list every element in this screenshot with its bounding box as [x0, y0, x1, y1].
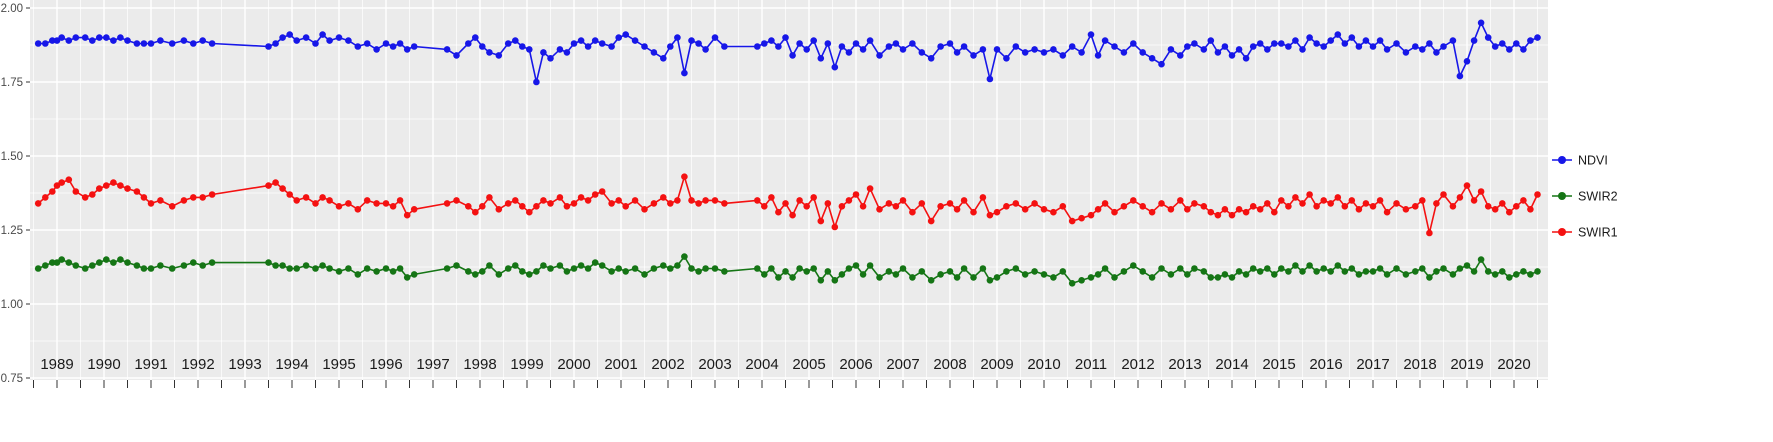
x-tick-label: 2002 [651, 356, 684, 373]
legend-item-swir1: SWIR1 [1552, 226, 1618, 240]
y-axis-labels: 2.00 1.75 1.50 1.25 1.00 0.75 [1, 3, 23, 385]
x-tick-label: 2014 [1215, 356, 1248, 373]
legend-item-ndvi: NDVI [1552, 154, 1608, 168]
x-tick-label: 2016 [1309, 356, 1342, 373]
x-axis-labels: 1989 1990 1991 1992 1993 1994 1995 1996 1997 1998… [40, 356, 1530, 373]
legend-label: NDVI [1578, 154, 1608, 168]
legend-key-dot-icon [1558, 228, 1566, 236]
x-tick-label: 2018 [1403, 356, 1436, 373]
y-tick-label: 1.50 [1, 151, 23, 163]
plot-panel [30, 0, 1548, 380]
y-tick-label: 0.75 [1, 373, 23, 385]
legend-label: SWIR2 [1578, 190, 1618, 204]
y-tick-label: 2.00 [1, 3, 23, 15]
x-tick-label: 1996 [369, 356, 402, 373]
y-tick-label: 1.00 [1, 299, 23, 311]
x-tick-label: 2012 [1121, 356, 1154, 373]
x-tick-label: 2020 [1497, 356, 1530, 373]
series-ndvi [34, 19, 1541, 86]
x-tick-label: 1989 [40, 356, 73, 373]
x-tick-label: 1990 [87, 356, 120, 373]
x-tick-label: 2011 [1075, 356, 1107, 373]
x-tick-label: 2003 [698, 356, 731, 373]
x-tick-label: 1999 [510, 356, 543, 373]
x-tick-label: 2008 [933, 356, 966, 373]
x-tick-label: 2004 [745, 356, 778, 373]
series-swir1 [34, 173, 1541, 237]
x-tick-label: 2010 [1027, 356, 1060, 373]
axis-ticks [26, 7, 1538, 388]
x-tick-label: 2000 [557, 356, 590, 373]
x-tick-label: 2009 [980, 356, 1013, 373]
x-tick-label: 1994 [275, 356, 308, 373]
x-tick-label: 2005 [792, 356, 825, 373]
series-points-swir2 [34, 253, 1541, 287]
x-tick-label: 2001 [604, 356, 637, 373]
x-tick-label: 2007 [886, 356, 919, 373]
x-tick-label: 2013 [1168, 356, 1201, 373]
grid-major [30, 0, 1548, 380]
series-points-ndvi [34, 19, 1541, 86]
series-points-swir1 [34, 173, 1541, 237]
x-tick-label: 1991 [134, 356, 167, 373]
legend-key-dot-icon [1558, 156, 1566, 164]
x-tick-label: 1997 [416, 356, 449, 373]
legend: NDVI SWIR2 SWIR1 [1552, 154, 1618, 240]
x-tick-label: 1998 [463, 356, 496, 373]
y-tick-label: 1.25 [1, 225, 23, 237]
x-tick-label: 2006 [839, 356, 872, 373]
legend-label: SWIR1 [1578, 226, 1618, 240]
x-tick-label: 2019 [1450, 356, 1483, 373]
legend-key-dot-icon [1558, 192, 1566, 200]
x-tick-label: 2015 [1262, 356, 1295, 373]
y-tick-label: 1.75 [1, 77, 23, 89]
x-tick-label: 1995 [322, 356, 355, 373]
legend-item-swir2: SWIR2 [1552, 190, 1618, 204]
x-tick-label: 2017 [1356, 356, 1389, 373]
x-tick-label: 1992 [181, 356, 214, 373]
x-tick-label: 1993 [228, 356, 261, 373]
series-swir2 [34, 253, 1541, 287]
